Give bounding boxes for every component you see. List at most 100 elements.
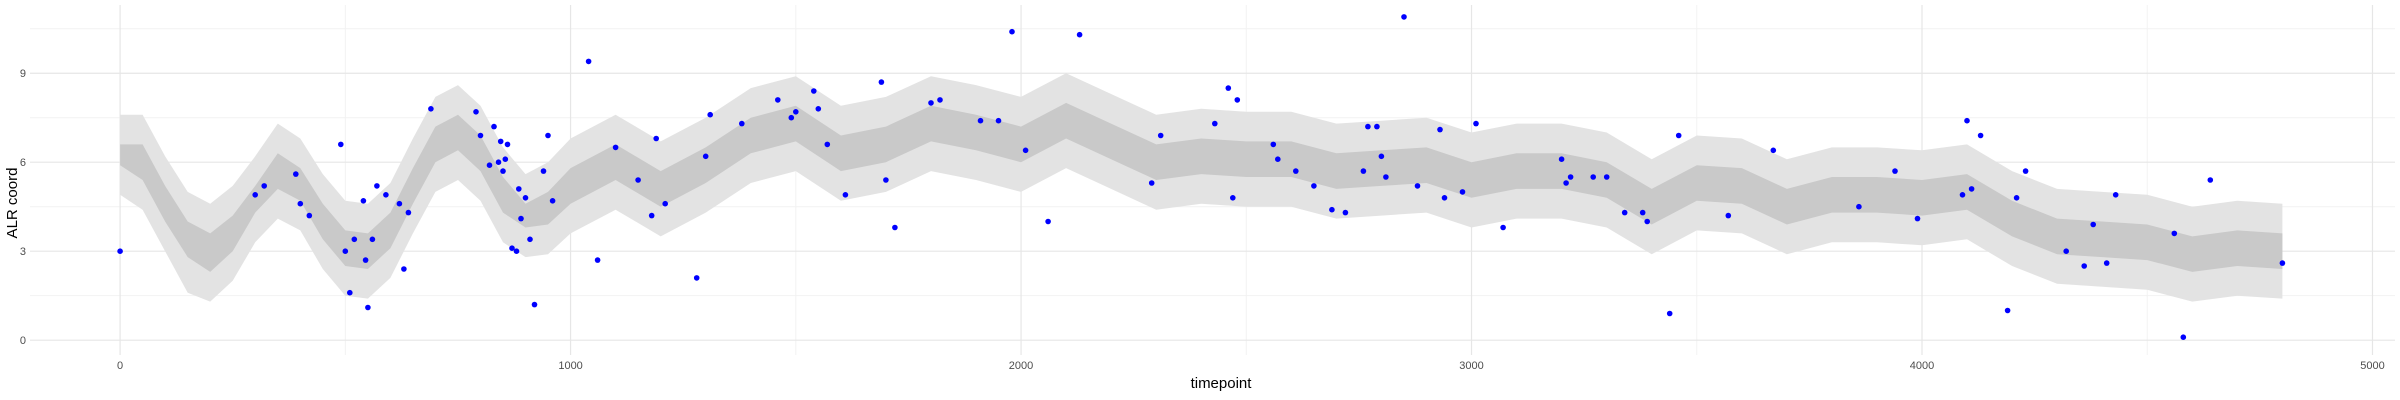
data-point	[1964, 117, 1970, 124]
data-point	[497, 138, 504, 145]
data-point	[2022, 168, 2029, 174]
data-point	[1441, 195, 1448, 201]
data-point	[878, 79, 885, 85]
observed-points	[117, 14, 2286, 341]
data-point	[369, 236, 376, 243]
data-point	[2004, 307, 2011, 314]
data-point	[477, 132, 484, 139]
data-point	[2279, 260, 2286, 266]
data-point	[1473, 120, 1479, 127]
data-point	[883, 177, 889, 183]
y-axis-title: ALR coord	[4, 168, 21, 239]
data-point	[522, 195, 529, 201]
data-point	[892, 224, 898, 231]
data-point	[351, 236, 358, 243]
data-point	[401, 266, 407, 272]
data-point	[504, 141, 511, 148]
data-point	[1558, 156, 1565, 162]
data-point	[1383, 174, 1389, 180]
data-point	[1770, 147, 1777, 154]
data-point	[1234, 97, 1241, 103]
data-point	[1590, 174, 1596, 180]
data-point	[1621, 209, 1628, 216]
x-tick-label: 3000	[1459, 360, 1483, 372]
data-point	[2103, 260, 2110, 266]
x-tick-label: 1000	[558, 360, 582, 372]
y-tick-label: 9	[20, 68, 26, 80]
data-point	[365, 304, 371, 311]
data-point	[252, 192, 258, 198]
data-point	[1225, 85, 1232, 91]
data-point	[491, 123, 497, 130]
data-point	[396, 200, 403, 207]
data-point	[1342, 209, 1349, 216]
data-point	[1311, 183, 1317, 189]
data-point	[362, 257, 369, 263]
data-point	[261, 183, 268, 189]
data-point	[518, 215, 524, 222]
data-point	[693, 275, 700, 281]
data-point	[707, 111, 713, 118]
data-point	[1500, 224, 1506, 231]
outer-band	[120, 73, 2283, 302]
data-point	[1644, 218, 1650, 225]
data-point	[549, 198, 556, 204]
inner-band	[120, 102, 2283, 272]
data-point	[1360, 168, 1367, 174]
data-point	[842, 192, 849, 198]
data-point	[995, 117, 1002, 124]
data-point	[1639, 209, 1646, 216]
x-tick-label: 5000	[2360, 360, 2384, 372]
data-point	[2081, 263, 2087, 269]
data-point	[1329, 206, 1335, 213]
data-point	[117, 248, 123, 254]
data-point	[500, 168, 506, 174]
data-point	[293, 171, 299, 177]
data-point	[473, 109, 479, 115]
data-point	[585, 58, 592, 65]
data-point	[545, 132, 551, 139]
data-point	[1401, 14, 1407, 20]
data-point	[815, 106, 822, 112]
data-point	[1563, 180, 1569, 186]
x-axis-ticks: 0 1000 2000 3000 4000 5000	[117, 360, 2385, 372]
data-point	[338, 141, 344, 148]
data-point	[486, 162, 493, 168]
data-point	[648, 212, 655, 219]
data-point	[306, 212, 313, 219]
uncertainty-bands	[120, 73, 2283, 302]
data-point	[360, 198, 367, 204]
y-tick-label: 6	[20, 157, 26, 169]
data-point	[502, 156, 509, 162]
data-point	[2171, 230, 2178, 237]
data-point	[1293, 168, 1299, 174]
data-point	[1365, 123, 1371, 130]
data-point	[1959, 192, 1966, 198]
data-point	[739, 120, 745, 127]
data-point	[612, 144, 619, 151]
y-axis-ticks: 0 3 6 9	[20, 68, 26, 347]
data-point	[1675, 132, 1682, 139]
data-point	[977, 117, 984, 124]
y-tick-label: 3	[20, 246, 26, 258]
data-point	[653, 135, 659, 142]
data-point	[1009, 28, 1015, 35]
data-point	[1725, 212, 1732, 219]
data-point	[1022, 147, 1029, 154]
data-point	[594, 257, 601, 263]
data-point	[2207, 177, 2214, 183]
data-point	[374, 183, 380, 189]
data-point	[405, 209, 412, 216]
y-tick-label: 0	[20, 335, 26, 347]
data-point	[540, 168, 547, 174]
data-point	[1968, 186, 1975, 192]
data-point	[1378, 153, 1385, 160]
data-point	[1148, 180, 1155, 186]
data-point	[509, 245, 515, 251]
data-point	[516, 186, 522, 192]
data-point	[1157, 132, 1164, 139]
data-point	[702, 153, 709, 160]
data-point	[2112, 192, 2119, 198]
data-point	[1603, 174, 1610, 180]
data-point	[1275, 156, 1281, 162]
